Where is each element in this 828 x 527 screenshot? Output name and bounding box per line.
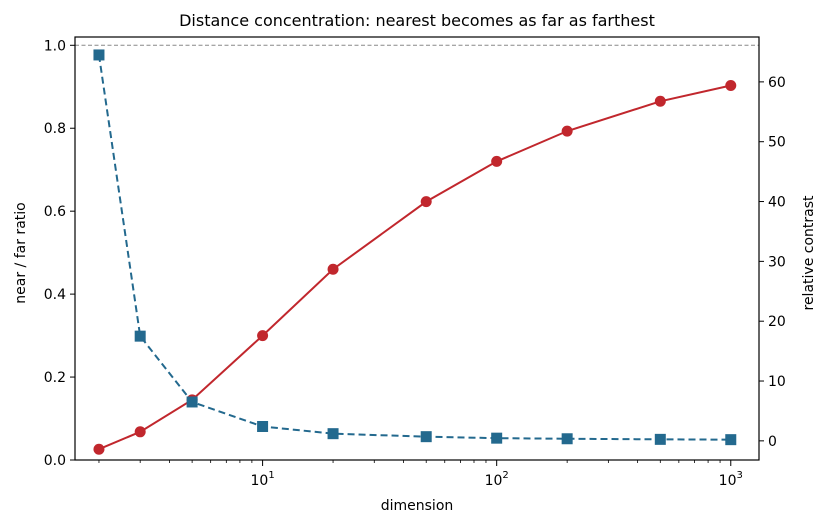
y-right-tick-label: 0: [768, 434, 777, 450]
plot-area: [75, 44, 759, 455]
y-left-tick-label: 1.0: [44, 38, 66, 54]
y-left-tick-label: 0.2: [44, 370, 66, 386]
y-right-tick-label: 20: [768, 314, 786, 330]
series-1-point: [725, 434, 737, 446]
series-1-point: [257, 420, 269, 432]
y-left-tick-label: 0.6: [44, 204, 66, 220]
series-1-point: [93, 49, 105, 61]
series-1-point: [654, 433, 666, 445]
series-1-line: [97, 54, 731, 441]
axes: 0.0 0.2 0.4 0.6 0.8 1.0 0 10 20 30 40 50 60 101 102 103: [44, 36, 786, 489]
y-axis-right-label: relative contrast: [801, 195, 817, 311]
y-left-tick-label: 0.0: [44, 453, 66, 469]
series-0-point: [561, 125, 573, 137]
x-tick-label: 101: [250, 470, 274, 489]
series-1-point: [491, 432, 503, 444]
x-tick-label: 102: [485, 470, 509, 489]
y-right-tick-label: 10: [768, 374, 786, 390]
series-1-point: [561, 433, 573, 445]
y-right-tick-label: 30: [768, 254, 786, 270]
series-0-line: [98, 84, 731, 451]
series-1-point: [420, 431, 432, 443]
series-1-point: [186, 396, 198, 408]
y-axis-left-label: near / far ratio: [13, 202, 29, 303]
series-0-point: [327, 263, 339, 275]
y-right-tick-label: 50: [768, 135, 786, 151]
series-0-point: [134, 426, 146, 438]
series-1-point: [327, 428, 339, 440]
x-tick-label: 103: [719, 470, 743, 489]
y-left-tick-label: 0.4: [44, 287, 66, 303]
y-right-tick-label: 60: [768, 75, 786, 91]
chart-title: Distance concentration: nearest becomes …: [179, 11, 655, 30]
series-0-point: [491, 155, 503, 167]
series-0-point: [257, 330, 269, 342]
y-right-tick-label: 40: [768, 195, 786, 211]
series-0-point: [654, 95, 666, 107]
series-0-point: [420, 196, 432, 208]
y-left-tick-label: 0.8: [44, 121, 66, 137]
series-0-point: [93, 443, 105, 455]
series-1-point: [134, 330, 146, 342]
x-axis-label: dimension: [381, 498, 454, 514]
plot-frame: [74, 36, 760, 461]
series-0-point: [725, 80, 737, 92]
